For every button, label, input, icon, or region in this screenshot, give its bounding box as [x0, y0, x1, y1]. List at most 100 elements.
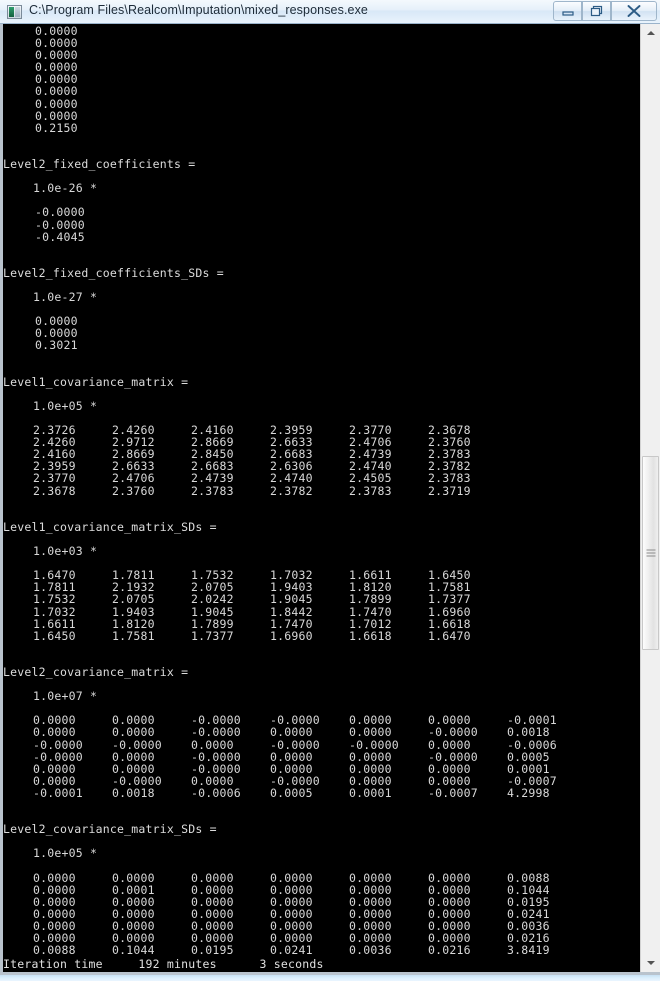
console-blank-line [3, 134, 640, 146]
matrix-cell: 0.0000 [428, 737, 471, 752]
matrix-cell: 2.4260 [112, 423, 155, 438]
console-blank-line [3, 799, 640, 811]
matrix-cell: 0.0000 [270, 725, 313, 740]
matrix-cell: 1.6618 [349, 628, 392, 643]
matrix-cell: 2.3726 [33, 423, 76, 438]
console-value-line: -0.0000 [35, 205, 85, 220]
matrix-cell: 1.7532 [191, 568, 234, 583]
scale-factor: 1.0e+03 * [33, 544, 98, 559]
scroll-up-icon[interactable] [641, 24, 660, 42]
matrix-row: 2.3678 2.3760 2.3783 2.3782 2.3783 2.3719 [3, 483, 640, 498]
matrix-row: -0.0001 0.0018 -0.0006 0.0005 0.0001 -0.0007 4… [3, 787, 640, 799]
console-value-line: 0.0000 [35, 60, 78, 75]
matrix-cell: 0.1044 [507, 882, 550, 897]
matrix-row: 1.6450 1.7581 1.7377 1.6960 1.6618 1.6470 [3, 630, 640, 642]
matrix-cell: -0.0001 [33, 785, 83, 800]
matrix-cell: 0.0000 [191, 882, 234, 897]
scrollbar-grip-icon [646, 549, 655, 557]
matrix-cell: -0.0000 [191, 725, 241, 740]
matrix-cell: 0.0000 [270, 918, 313, 933]
matrix-cell: 2.8669 [191, 435, 234, 450]
matrix-cell: 0.0001 [507, 761, 550, 776]
matrix-cell: 0.0241 [507, 906, 550, 921]
matrix-cell: 0.0000 [428, 761, 471, 776]
matrix-cell: 0.0000 [349, 918, 392, 933]
console-value-line: 0.0000 [35, 36, 78, 51]
matrix-cell: 0.0000 [33, 906, 76, 921]
matrix-cell: -0.0000 [428, 749, 478, 764]
matrix-cell: 2.4706 [349, 435, 392, 450]
console-blank-line [3, 835, 640, 847]
matrix-cell: 2.0705 [191, 580, 234, 595]
matrix-cell: 2.4505 [349, 471, 392, 486]
matrix-cell: 0.0000 [33, 725, 76, 740]
matrix-cell: -0.0007 [507, 773, 557, 788]
matrix-cell: 2.6683 [191, 459, 234, 474]
matrix-cell: 2.6633 [270, 435, 313, 450]
matrix-cell: -0.0000 [428, 725, 478, 740]
matrix-cell: 2.3782 [270, 483, 313, 498]
vertical-scrollbar[interactable] [640, 24, 660, 972]
scrollbar-thumb[interactable] [642, 456, 659, 650]
console-output[interactable]: 0.0000 0.0000 0.0000 0.0000 0.0000 0.0000 0.00… [3, 24, 640, 972]
scroll-down-icon[interactable] [641, 954, 660, 972]
matrix-row: 2.3770 2.4706 2.4739 2.4740 2.4505 2.3783 [3, 472, 640, 484]
matrix-cell: 2.3783 [349, 483, 392, 498]
matrix-cell: 2.4260 [33, 435, 76, 450]
close-button[interactable] [611, 1, 657, 21]
matrix-cell: 2.3783 [191, 483, 234, 498]
console-value-line: 0.0000 [35, 84, 78, 99]
minimize-button[interactable] [553, 1, 582, 21]
scrollbar-track[interactable] [641, 42, 660, 954]
matrix-cell: 1.9045 [270, 592, 313, 607]
matrix-cell: 2.4740 [349, 459, 392, 474]
console-value-line: 0.0000 [35, 314, 78, 329]
title-bar[interactable]: C:\Program Files\Realcom\Imputation\mixe… [0, 0, 660, 24]
matrix-cell: 2.4740 [270, 471, 313, 486]
matrix-cell: 0.0000 [33, 931, 76, 946]
matrix-cell: 0.0000 [428, 882, 471, 897]
matrix-row: 0.0000 0.0001 0.0000 0.0000 0.0000 0.0000 0.10… [3, 884, 640, 896]
matrix-row: 1.7811 2.1932 2.0705 1.9403 1.8120 1.7581 [3, 581, 640, 593]
scale-factor: 1.0e+05 * [33, 398, 98, 413]
matrix-cell: -0.0000 [191, 713, 241, 728]
matrix-cell: 0.0000 [112, 749, 155, 764]
matrix-cell: -0.0000 [191, 749, 241, 764]
matrix-cell: 0.0000 [349, 725, 392, 740]
matrix-cell: 2.4160 [33, 447, 76, 462]
matrix-row: 0.0000 0.0000 -0.0000 0.0000 0.0000 0.0000 0.0… [3, 763, 640, 775]
matrix-cell: 1.6611 [33, 616, 76, 631]
matrix-cell: 1.8120 [349, 580, 392, 595]
matrix-cell: -0.0000 [191, 761, 241, 776]
console-blank-line [3, 533, 640, 545]
matrix-cell: 2.3770 [349, 423, 392, 438]
matrix-cell: 2.8669 [112, 447, 155, 462]
matrix-cell: 2.1932 [112, 580, 155, 595]
matrix-cell: -0.0000 [33, 737, 83, 752]
restore-button[interactable] [582, 1, 611, 21]
matrix-cell: 0.0036 [507, 918, 550, 933]
matrix-cell: -0.0000 [270, 713, 320, 728]
matrix-cell: 2.9712 [112, 435, 155, 450]
matrix-row: 0.0000 0.0000 -0.0000 -0.0000 0.0000 0.0000 -0… [3, 714, 640, 726]
matrix-cell: 2.6306 [270, 459, 313, 474]
matrix-row: 1.7032 1.9403 1.9045 1.8442 1.7470 1.6960 [3, 604, 640, 619]
console-value-line: -0.4045 [35, 229, 85, 244]
matrix-row: 0.0000 0.0000 0.0000 0.0000 0.0000 0.0000 0.02… [3, 908, 640, 920]
console-value-line: 0.0000 [35, 108, 78, 123]
console-value-line: 0.0000 [35, 326, 78, 341]
matrix-cell: 1.6611 [349, 568, 392, 583]
matrix-row: 0.0000 -0.0000 0.0000 -0.0000 0.0000 0.0000 -0… [3, 775, 640, 787]
console-blank-line [3, 170, 640, 182]
matrix-cell: 0.0018 [112, 785, 155, 800]
matrix-cell: 1.6960 [428, 604, 471, 619]
desktop-bottom-strip [0, 973, 660, 981]
matrix-cell: 2.3959 [270, 423, 313, 438]
matrix-cell: 2.4739 [349, 447, 392, 462]
matrix-row: 0.0088 0.1044 0.0195 0.0241 0.0036 0.0216 3.84… [3, 944, 640, 956]
matrix-cell: 0.0000 [33, 713, 76, 728]
console-blank-line [3, 859, 640, 871]
matrix-cell: 0.0001 [349, 785, 392, 800]
matrix-cell: 3.8419 [507, 943, 550, 958]
matrix-cell: 0.0000 [270, 894, 313, 909]
